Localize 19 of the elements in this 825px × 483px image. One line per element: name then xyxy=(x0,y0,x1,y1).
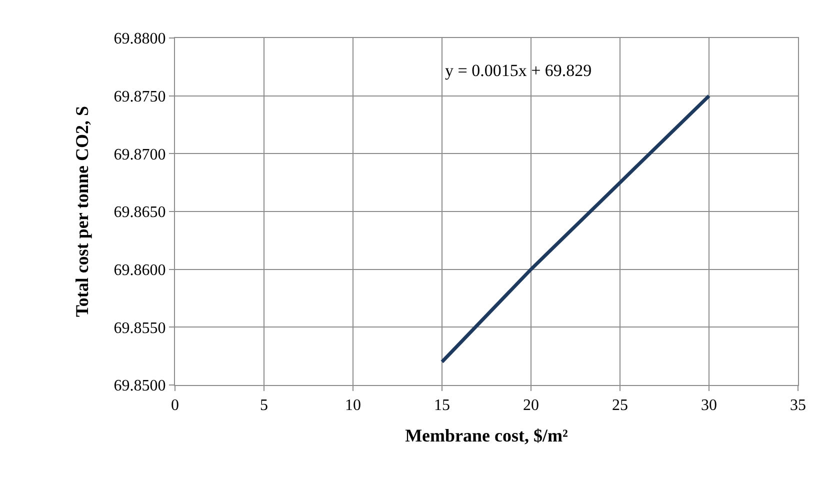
y-tick-label: 69.8650 xyxy=(114,204,166,222)
y-tick-label: 69.8750 xyxy=(114,88,166,106)
y-tick-label: 69.8700 xyxy=(114,146,166,164)
x-tick-label: 0 xyxy=(171,397,179,414)
y-tick-label: 69.8600 xyxy=(114,262,166,279)
x-tick-label: 15 xyxy=(434,397,450,414)
annotation: y = 0.0015x + 69.829 xyxy=(445,61,592,80)
y-tick-label: 69.8550 xyxy=(114,320,166,337)
y-tick-label: 69.8800 xyxy=(114,30,166,48)
x-tick-label: 10 xyxy=(345,397,361,414)
x-tick-label: 25 xyxy=(612,397,628,414)
line-series xyxy=(440,94,711,364)
y-axis-title: Total cost per tonne CO2, S xyxy=(72,106,92,318)
x-tick-label: 20 xyxy=(523,397,539,414)
x-tick-label: 30 xyxy=(701,397,717,414)
x-axis-title: Membrane cost, $/m² xyxy=(405,425,568,446)
x-tick-label: 5 xyxy=(260,397,268,414)
x-tick-label: 35 xyxy=(790,397,806,414)
y-tick-label: 69.8500 xyxy=(114,378,166,395)
